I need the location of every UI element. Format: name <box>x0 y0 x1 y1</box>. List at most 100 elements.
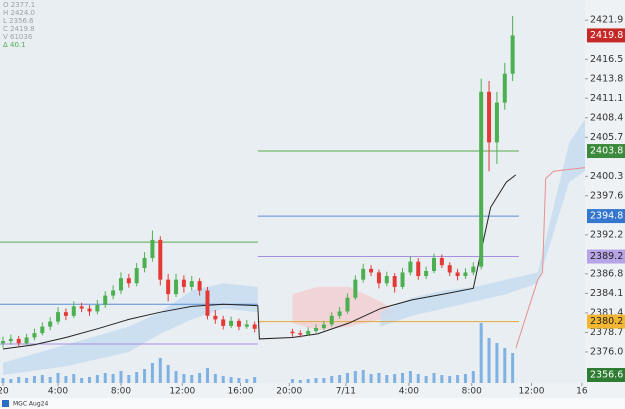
candle-body <box>111 290 116 296</box>
candle-body <box>40 326 45 334</box>
candle-body <box>236 320 241 327</box>
price-tag <box>587 28 625 43</box>
volume-bar <box>424 376 428 383</box>
volume-bar <box>408 371 412 383</box>
y-tick-label: 2411.1 <box>590 93 623 104</box>
symbol-tab[interactable]: MGC Aug24 <box>13 401 48 408</box>
candle-body <box>56 312 61 322</box>
x-tick-label: 7/11 <box>336 387 356 397</box>
candle-body <box>353 279 358 298</box>
candle-body <box>63 312 68 316</box>
volume-bar <box>111 374 115 383</box>
candle-body <box>8 338 13 342</box>
volume-bar <box>330 376 334 383</box>
price-tag-label: 2403.8 <box>590 146 623 157</box>
volume-bar <box>32 376 36 383</box>
candle-body <box>337 311 342 316</box>
indicator-line <box>2 174 517 350</box>
volume-bar <box>322 378 326 383</box>
x-tick-label: 20:00 <box>276 387 302 397</box>
price-tag-label: 2389.2 <box>590 251 623 262</box>
candle-body <box>229 320 234 326</box>
y-tick-label: 2386.8 <box>590 268 623 279</box>
volume-bar <box>345 373 349 383</box>
volume-bar <box>245 379 249 383</box>
candle-body <box>221 319 226 326</box>
volume-bar <box>401 373 405 383</box>
volume-bar <box>495 343 499 383</box>
volume-bar <box>158 358 162 383</box>
volume-bar <box>72 374 76 383</box>
volume-bar <box>377 373 381 383</box>
volume-bar <box>127 375 131 383</box>
volume-bar <box>314 378 318 383</box>
volume-bar <box>9 379 13 383</box>
candle-body <box>95 304 100 312</box>
candle-body <box>306 330 311 335</box>
volume-bar <box>237 378 241 383</box>
candle-body <box>447 265 452 273</box>
candle-body <box>487 91 492 143</box>
volume-bar <box>174 371 178 383</box>
candle-body <box>471 266 476 273</box>
x-tick-label: 16:00 <box>228 387 254 397</box>
volume-bar <box>198 373 202 383</box>
candle-body <box>244 324 249 327</box>
volume-bar <box>479 323 483 383</box>
x-tick-label: 16 <box>576 387 588 397</box>
candle-body <box>79 306 84 309</box>
y-tick-label: 2376.0 <box>590 346 623 357</box>
candle-body <box>174 279 179 295</box>
volume-bar <box>1 378 5 383</box>
volume-bar <box>150 363 154 383</box>
change-legend: Δ 40.1 <box>3 41 26 49</box>
price-tag-label: 2380.2 <box>590 316 623 327</box>
candle-body <box>408 261 413 273</box>
cloud <box>292 286 397 331</box>
x-tick-label: 8:00 <box>111 387 131 397</box>
volume-bar <box>338 375 342 383</box>
candle-body <box>87 308 92 312</box>
volume-bar <box>432 373 436 383</box>
candle-body <box>205 290 210 316</box>
candle-body <box>345 297 350 312</box>
candle-body <box>455 272 460 277</box>
ohlc-legend: V 61036 <box>3 33 33 41</box>
candle-body <box>369 268 374 273</box>
candle-body <box>321 324 326 329</box>
ohlc-legend: H 2424.0 <box>3 9 35 17</box>
price-tag-label: 2356.6 <box>590 370 623 381</box>
tab-bar <box>0 398 625 409</box>
volume-bar <box>56 373 60 383</box>
volume-bar <box>306 379 310 383</box>
volume-bar <box>182 374 186 383</box>
y-tick-label: 2405.7 <box>590 132 623 143</box>
volume-bar <box>221 376 225 383</box>
volume-bar <box>143 369 147 383</box>
volume-bar <box>456 375 460 383</box>
candle-body <box>142 257 147 269</box>
candle-body <box>158 239 163 280</box>
candle-body <box>71 306 76 316</box>
y-tick-label: 2400.3 <box>590 171 623 182</box>
price-tag-label: 2394.8 <box>590 211 623 222</box>
volume-bar <box>353 371 357 383</box>
candle-body <box>103 295 108 305</box>
volume-bar <box>190 375 194 383</box>
x-tick-label: 12:00 <box>169 387 195 397</box>
x-axis-band <box>0 383 625 398</box>
volume-bar <box>463 374 467 383</box>
candle-body <box>166 279 171 295</box>
volume-bar <box>119 371 123 383</box>
candle-body <box>424 270 429 277</box>
volume-bar <box>511 353 515 383</box>
candle-body <box>0 341 5 344</box>
volume-bar <box>393 374 397 383</box>
volume-bar <box>48 377 52 383</box>
volume-bar <box>64 376 68 383</box>
candle-body <box>126 278 131 284</box>
volume-bar <box>253 377 257 383</box>
symbol-icon <box>2 400 9 407</box>
candle-body <box>298 333 303 335</box>
